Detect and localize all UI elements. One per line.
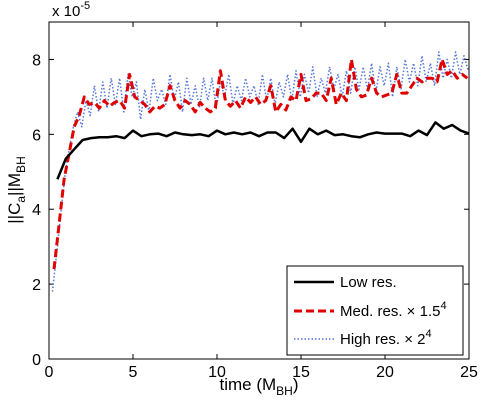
y-axis-label-main: ||C <box>5 203 24 224</box>
y-axis-label-sub-b: BH <box>14 156 28 173</box>
legend-text-low: Low res. <box>340 274 397 291</box>
y-multiplier: x 10-5 <box>52 0 90 20</box>
y-multiplier-exp: -5 <box>80 0 90 12</box>
x-tick-label: 10 <box>208 364 226 381</box>
legend-exp-high: 4 <box>425 328 431 340</box>
x-axis-label-sub: BH <box>276 384 293 398</box>
y-tick-label: 0 <box>32 352 41 369</box>
series-line-low-res <box>56 121 470 180</box>
x-tick-label: 25 <box>460 364 478 381</box>
legend-entry-high: High res. × 24 <box>294 328 432 348</box>
x-axis-label-close: ) <box>293 375 299 394</box>
y-axis-label-sub-a: a <box>14 196 28 203</box>
y-tick-label: 6 <box>32 127 41 144</box>
x-tick-label: 5 <box>129 364 138 381</box>
axis-ticks: 0 5 10 15 20 25 0 2 4 6 8 <box>32 22 478 381</box>
y-axis-label: ||Ca||MBH <box>5 156 28 223</box>
series-layer <box>51 51 470 292</box>
x-tick-label: 0 <box>45 364 54 381</box>
y-multiplier-base: x 10 <box>52 3 80 20</box>
series-line-med-res <box>52 57 469 270</box>
legend: Low res. Med. res. × 1.54 High res. × 24 <box>286 265 464 356</box>
legend-text-med: Med. res. × 1.5 <box>340 303 440 320</box>
x-tick-label: 15 <box>292 364 310 381</box>
x-tick-label: 20 <box>376 364 394 381</box>
legend-entry-med: Med. res. × 1.54 <box>294 300 447 320</box>
y-tick-label: 4 <box>32 202 41 219</box>
legend-label-low: Low res. <box>340 274 397 291</box>
legend-text-high: High res. × 2 <box>340 331 425 348</box>
legend-exp-med: 4 <box>440 300 446 312</box>
legend-label-med: Med. res. × 1.54 <box>340 300 447 320</box>
x-axis-label-main: time (M <box>219 375 276 394</box>
series-line-high-res <box>51 51 469 292</box>
legend-label-high: High res. × 24 <box>340 328 432 348</box>
x-axis-label: time (MBH) <box>219 375 298 398</box>
y-axis-label-mid: ||M <box>5 173 24 196</box>
legend-entry-low: Low res. <box>294 274 397 291</box>
y-tick-label: 2 <box>32 277 41 294</box>
y-tick-label: 8 <box>32 52 41 69</box>
